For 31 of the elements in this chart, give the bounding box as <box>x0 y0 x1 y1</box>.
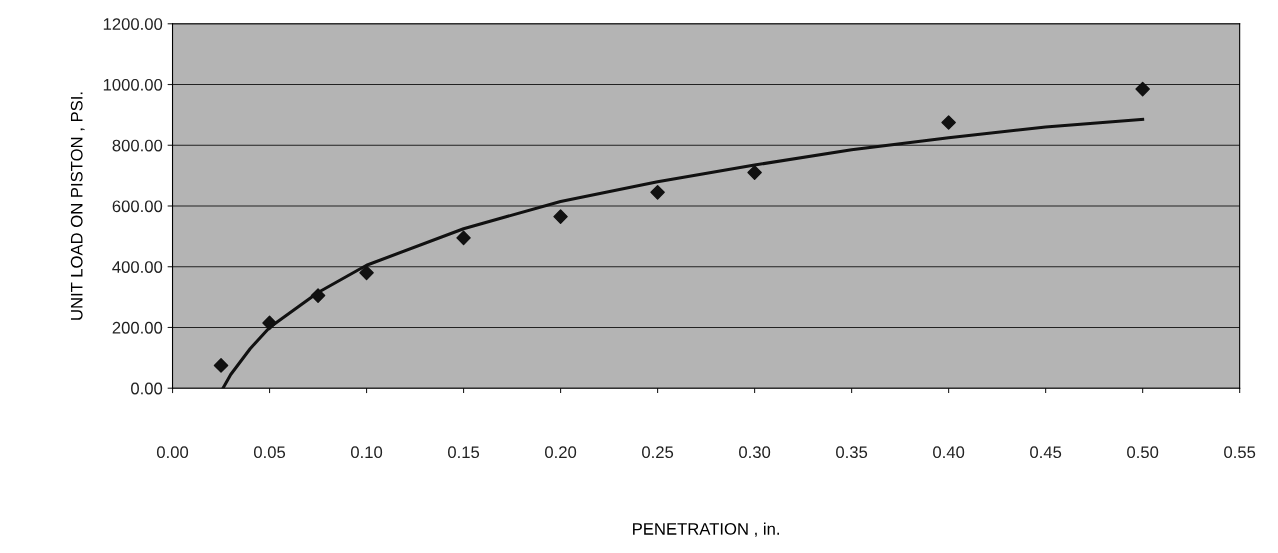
y-tick-label: 600.00 <box>112 200 163 213</box>
y-tick-label: 0.00 <box>131 382 163 395</box>
x-tick-label: 0.15 <box>448 446 480 459</box>
x-tick-label: 0.55 <box>1224 446 1256 459</box>
y-tick-label: 200.00 <box>112 321 163 334</box>
point <box>1135 81 1150 97</box>
x-tick-label: 0.35 <box>836 446 868 459</box>
y-tick-label: 1000.00 <box>103 78 163 91</box>
point <box>747 165 762 180</box>
x-tick-label: 0.30 <box>739 446 771 459</box>
y-axis-title: UNIT LOAD ON PISTON , PSI. <box>70 92 85 320</box>
x-tick-label: 0.00 <box>156 446 189 459</box>
x-tick-label: 0.45 <box>1030 446 1062 459</box>
x-tick-label: 0.50 <box>1127 446 1159 459</box>
point <box>262 315 277 331</box>
x-tick-label: 0.05 <box>253 446 286 459</box>
y-tick-label: 800.00 <box>112 139 163 152</box>
point <box>456 230 471 246</box>
x-tick-label: 0.10 <box>350 446 383 459</box>
x-tick-label: 0.25 <box>642 446 674 459</box>
x-axis-title: PENETRATION , in. <box>633 522 779 537</box>
point <box>650 185 665 200</box>
y-tick-label: 1200.00 <box>103 18 163 30</box>
point <box>213 358 229 373</box>
point <box>310 288 326 303</box>
point <box>941 115 956 130</box>
x-tick-label: 0.40 <box>933 446 965 459</box>
point <box>359 265 374 281</box>
point <box>553 209 568 224</box>
y-tick-label: 400.00 <box>112 261 163 273</box>
x-tick-label: 0.20 <box>545 446 577 459</box>
